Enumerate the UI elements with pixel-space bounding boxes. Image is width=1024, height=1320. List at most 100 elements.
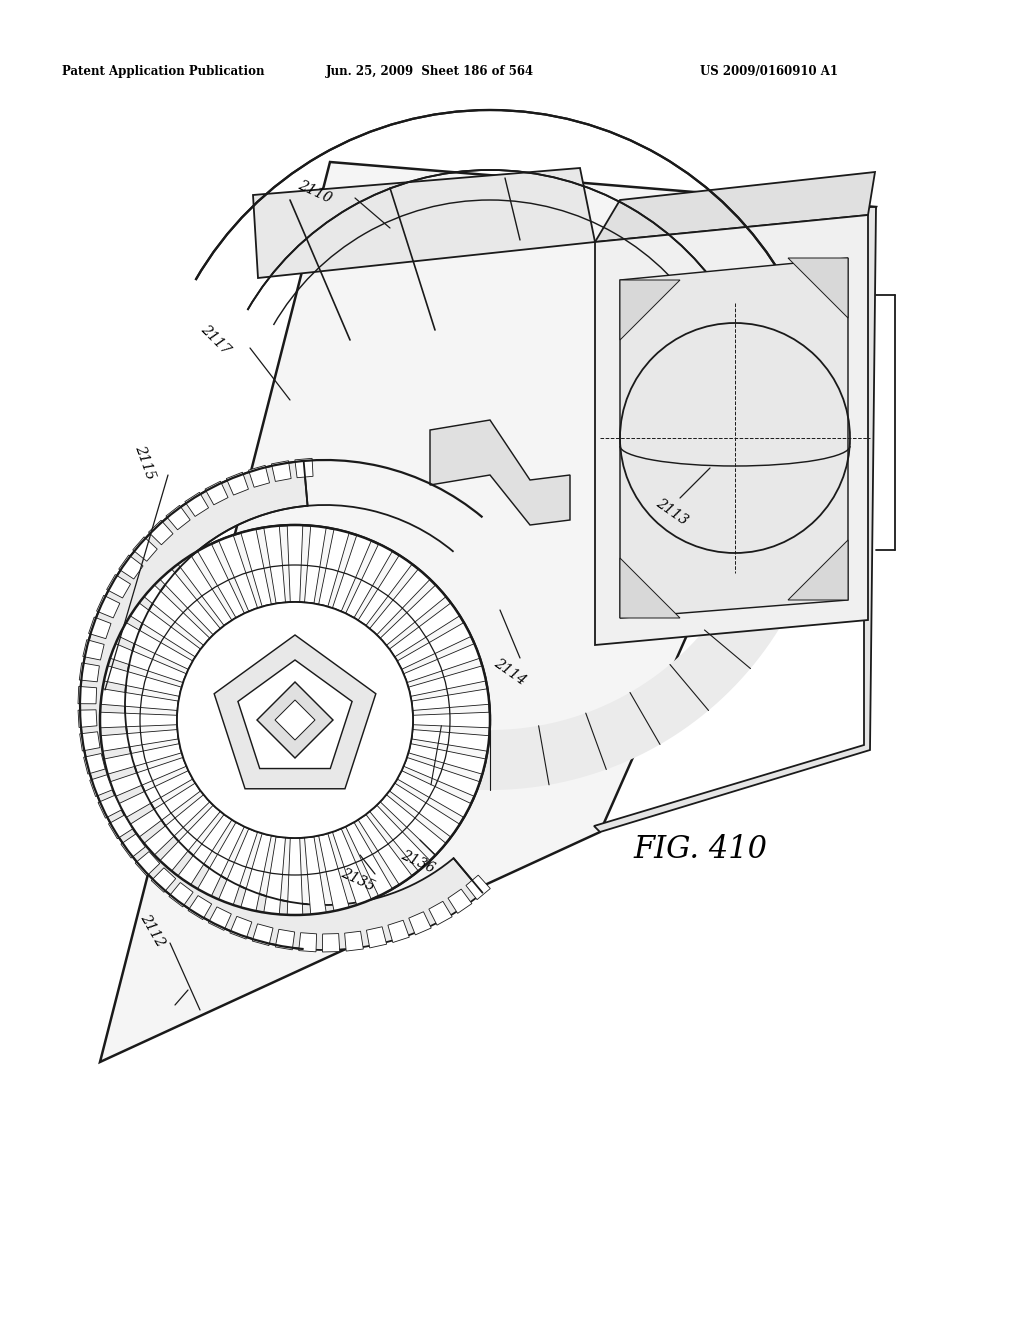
Polygon shape [104,665,181,697]
Polygon shape [397,771,471,817]
Polygon shape [169,883,194,907]
Text: 2135: 2135 [339,866,377,894]
Polygon shape [318,529,349,607]
Polygon shape [287,525,303,602]
Circle shape [100,525,490,915]
Polygon shape [594,207,876,832]
Polygon shape [346,544,392,618]
Text: Jun. 25, 2009  Sheet 186 of 564: Jun. 25, 2009 Sheet 186 of 564 [326,66,535,78]
Polygon shape [323,933,340,952]
Text: 2114: 2114 [492,656,528,688]
Polygon shape [106,574,130,598]
Polygon shape [130,783,201,837]
Text: 2110: 2110 [296,178,334,206]
Polygon shape [79,663,99,682]
Polygon shape [133,537,158,561]
Polygon shape [412,689,489,710]
Polygon shape [388,920,410,942]
Polygon shape [160,569,220,635]
Polygon shape [84,754,105,774]
Polygon shape [345,931,364,952]
Polygon shape [160,805,220,871]
Text: 2115: 2115 [132,444,158,480]
Polygon shape [429,902,453,925]
Polygon shape [135,851,160,876]
Polygon shape [253,168,595,279]
Polygon shape [188,895,212,920]
Polygon shape [144,585,210,645]
Polygon shape [100,689,178,710]
Polygon shape [275,700,315,741]
Polygon shape [620,257,848,618]
Polygon shape [447,890,472,913]
Polygon shape [413,713,489,727]
Polygon shape [333,829,372,906]
Polygon shape [178,556,231,626]
Polygon shape [205,482,228,504]
Polygon shape [80,731,100,751]
Polygon shape [252,924,273,945]
Polygon shape [466,875,490,900]
Polygon shape [358,814,412,884]
Polygon shape [409,743,486,775]
Polygon shape [389,783,460,837]
Polygon shape [109,816,132,838]
Polygon shape [389,603,460,657]
Polygon shape [130,603,201,657]
Polygon shape [257,682,333,758]
Polygon shape [100,713,177,727]
Polygon shape [299,933,316,952]
Polygon shape [100,730,178,751]
Text: 2117: 2117 [198,322,232,358]
Polygon shape [241,529,271,607]
Polygon shape [403,758,480,796]
Polygon shape [595,215,868,645]
Text: Patent Application Publication: Patent Application Publication [62,66,264,78]
Polygon shape [346,822,392,896]
Polygon shape [121,834,145,858]
Polygon shape [230,916,252,939]
Polygon shape [403,644,480,682]
Polygon shape [249,466,269,487]
Polygon shape [119,771,193,817]
Polygon shape [89,616,111,639]
Polygon shape [380,795,446,855]
Polygon shape [196,590,784,789]
Polygon shape [620,558,680,618]
Polygon shape [226,473,249,495]
Text: 2136: 2136 [399,849,437,876]
Polygon shape [218,535,258,611]
Polygon shape [78,686,96,704]
Polygon shape [318,833,349,911]
Polygon shape [96,595,120,618]
Polygon shape [100,162,876,1063]
Polygon shape [80,461,482,950]
Polygon shape [409,665,486,697]
Polygon shape [304,525,327,603]
Polygon shape [275,929,295,950]
Polygon shape [304,837,327,915]
Polygon shape [409,912,431,935]
Circle shape [177,602,413,838]
Polygon shape [620,280,680,341]
Polygon shape [595,172,874,242]
Text: 2113: 2113 [653,496,690,528]
Text: 2112: 2112 [137,911,167,949]
Text: US 2009/0160910 A1: US 2009/0160910 A1 [700,66,838,78]
Polygon shape [78,710,97,727]
Polygon shape [119,623,193,669]
Polygon shape [104,743,181,775]
Polygon shape [287,838,303,915]
Polygon shape [412,730,489,751]
Polygon shape [358,556,412,626]
Polygon shape [198,822,245,896]
Polygon shape [119,554,143,579]
Polygon shape [214,635,376,789]
Polygon shape [98,796,122,818]
Polygon shape [185,492,209,516]
Polygon shape [83,640,104,660]
Polygon shape [110,644,186,682]
Polygon shape [788,540,848,601]
Polygon shape [295,458,313,478]
Polygon shape [198,544,245,618]
